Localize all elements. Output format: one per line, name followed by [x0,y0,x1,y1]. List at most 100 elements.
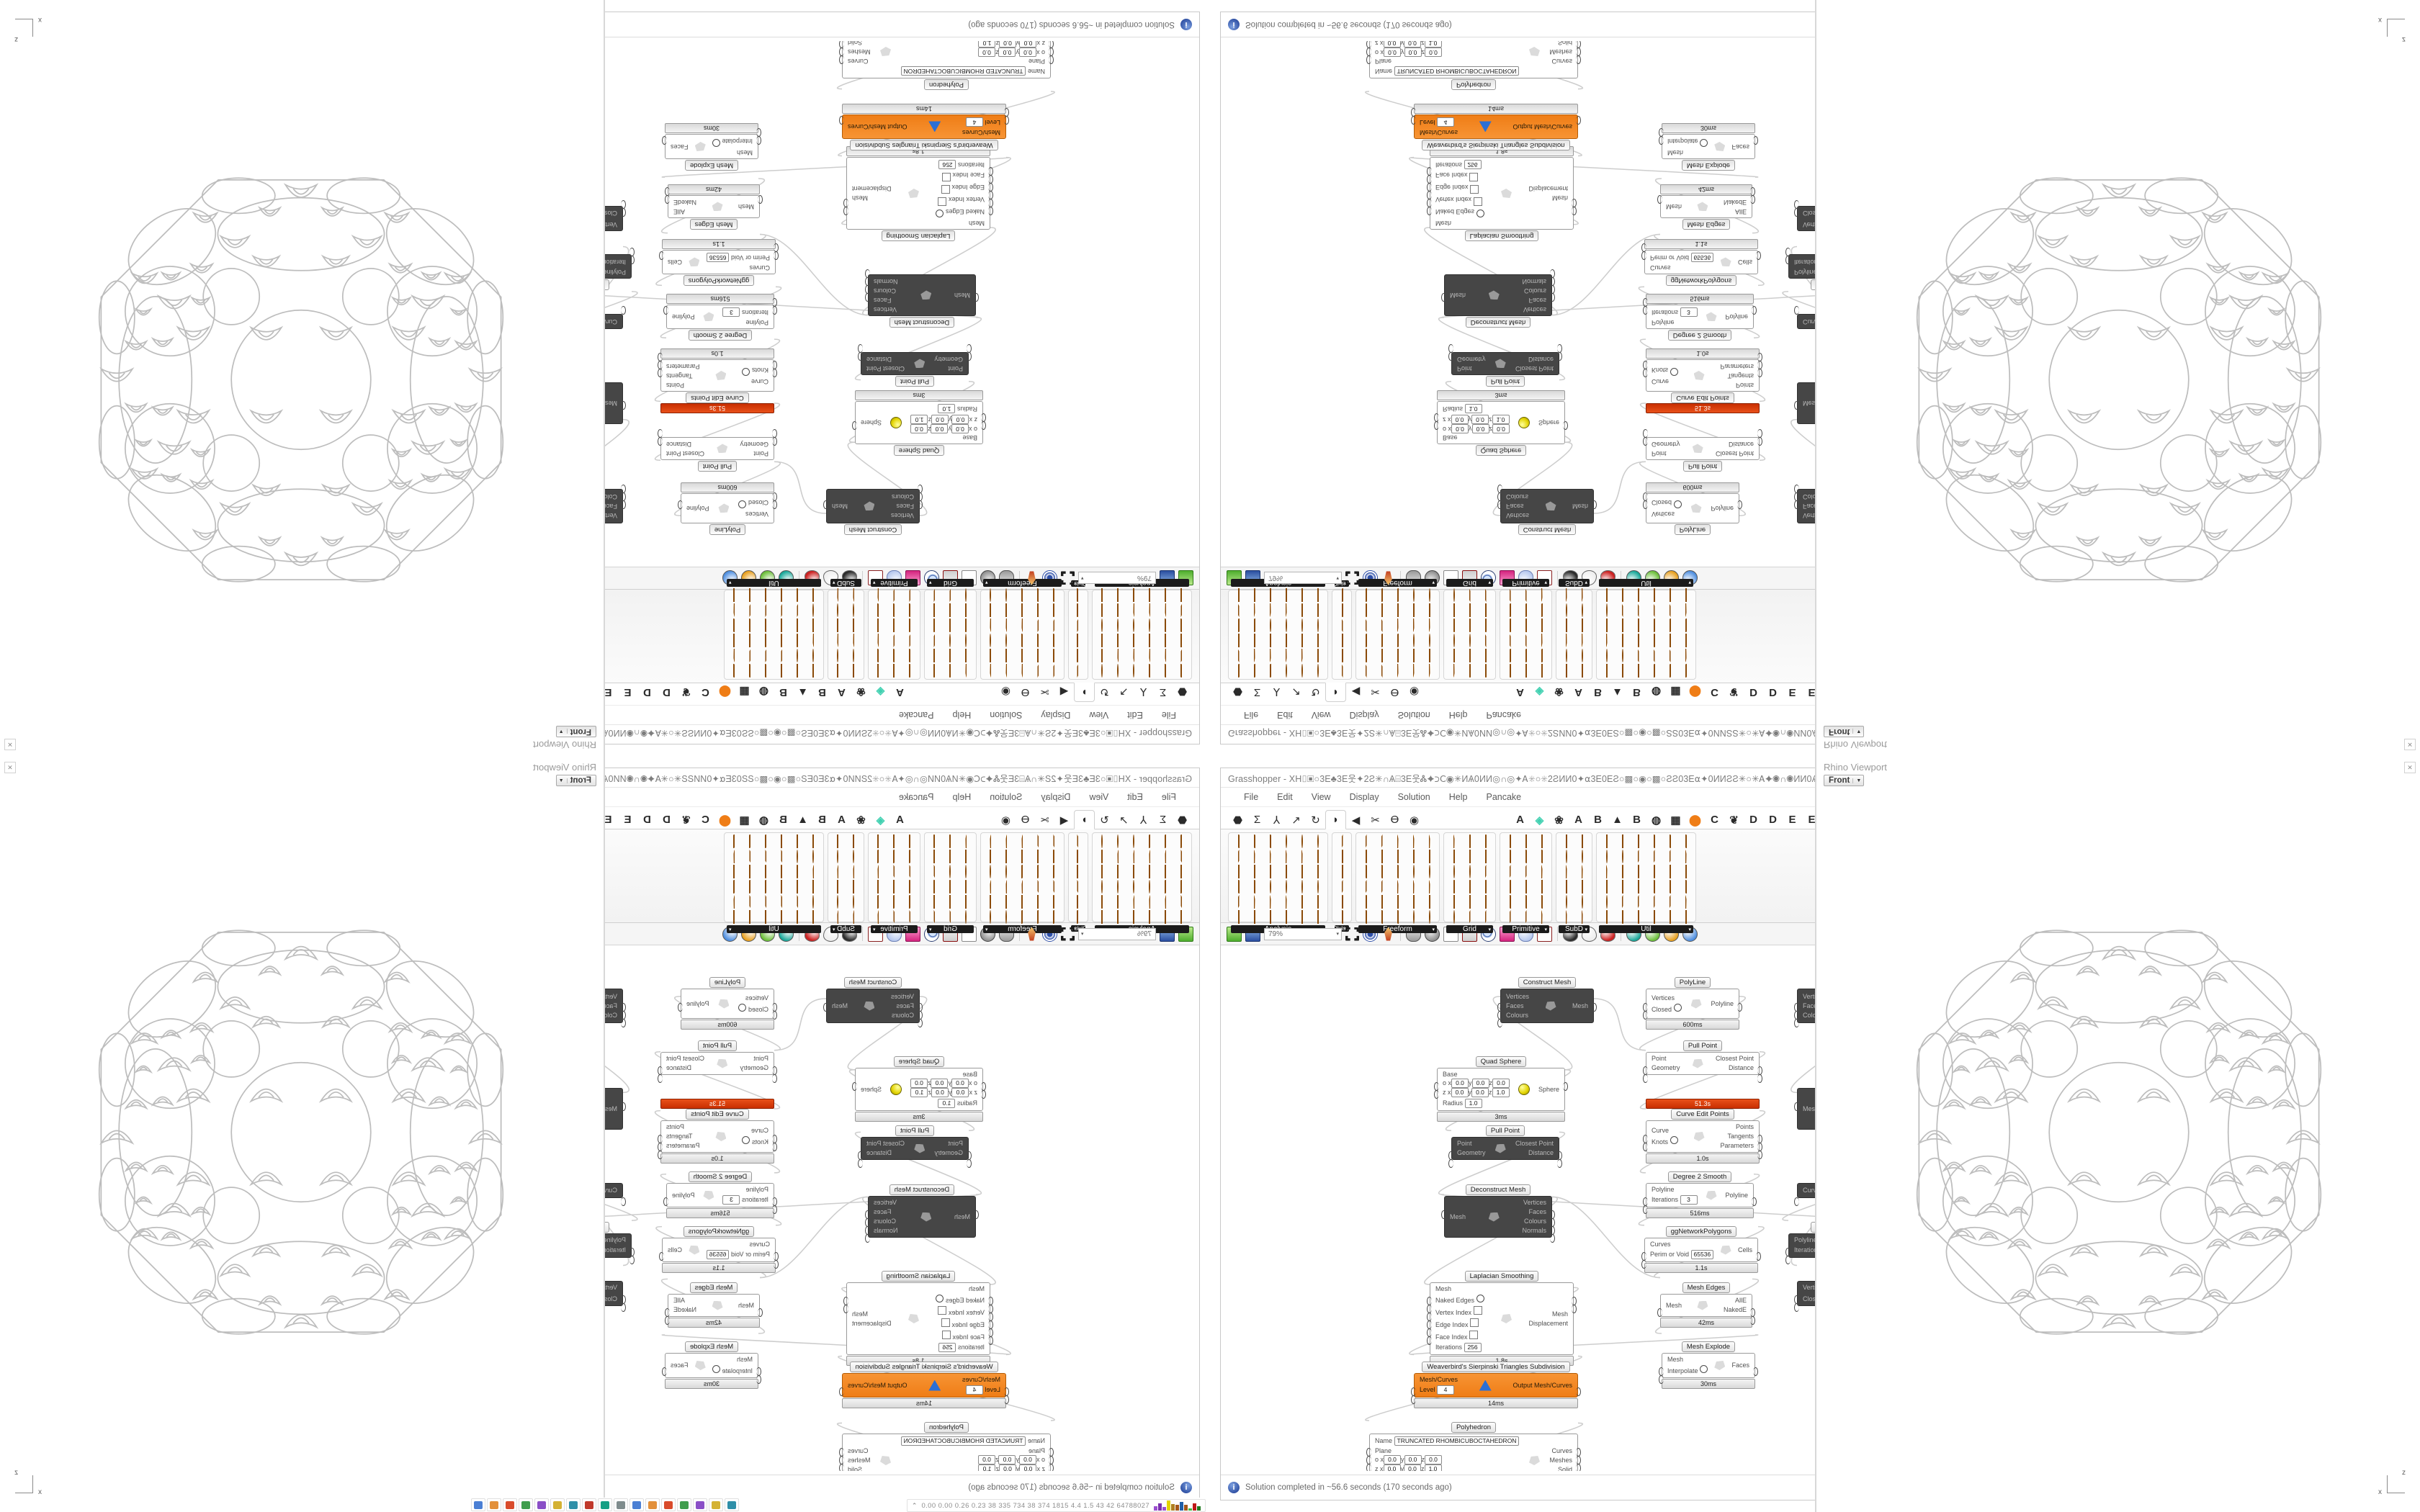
ribbon-cell[interactable] [1599,834,1614,849]
ribbon-cell[interactable] [1278,865,1294,879]
tab-addon-e2-icon[interactable]: E [605,811,618,829]
ribbon-cell[interactable] [902,633,918,647]
ribbon-icon[interactable] [1397,880,1399,894]
tab-curve-icon[interactable]: ↻ [1100,814,1109,827]
ribbon-cell[interactable] [1559,648,1574,662]
ribbon-cell[interactable] [1478,648,1493,662]
ribbon-cell[interactable] [927,910,942,924]
ribbon-icon[interactable] [1149,880,1151,894]
ribbon-icon[interactable] [837,895,839,909]
node-input-port[interactable] [1427,183,1432,192]
taskbar-gimp-icon[interactable] [566,1498,581,1511]
ribbon-cell[interactable] [1310,850,1325,864]
ribbon-panel-label[interactable]: Util ▾ [727,579,821,587]
ribbon-icon[interactable] [965,910,967,924]
ribbon-cell[interactable] [959,895,974,909]
ribbon-cell[interactable] [743,588,758,602]
node-input-port[interactable] [1497,492,1502,501]
ribbon-icon[interactable] [1669,834,1671,848]
ribbon-cell[interactable] [902,648,918,662]
ribbon-cell[interactable] [790,648,805,662]
ribbon-icon[interactable] [1285,634,1287,647]
tab-kangaroo-icon[interactable]: ◈ [1530,811,1549,829]
node-caption[interactable]: Degree 2 Smooth [688,330,753,341]
node-input-port[interactable] [1659,128,1664,137]
ribbon-panel-analysis[interactable]: Analysis▾ [1092,832,1192,933]
node-field-radius[interactable]: 1.0 [1464,1099,1482,1108]
ribbon-cell[interactable] [1599,618,1614,632]
node-input-port[interactable] [1448,344,1453,353]
ribbon-cell[interactable] [1631,850,1646,864]
ribbon-icon[interactable] [1637,664,1639,678]
node-output-port[interactable] [662,1367,667,1376]
ribbon-cell[interactable] [1446,910,1461,924]
ribbon-cell[interactable] [1390,633,1405,647]
ribbon-icon[interactable] [812,664,815,678]
node-input-port[interactable] [1794,1197,1799,1206]
ribbon-cell[interactable] [1015,603,1030,617]
ribbon-icon[interactable] [812,649,815,662]
ribbon-cell[interactable] [1231,633,1246,647]
node-field-perim[interactable]: 65536 [706,253,730,262]
chevron-down-icon[interactable]: ▾ [1544,580,1547,585]
node-input-port[interactable] [772,369,777,377]
node-input-port[interactable] [967,1159,972,1168]
node-caption[interactable]: Laplacian Smoothing [881,1271,956,1282]
ribbon-cell[interactable] [1518,880,1533,894]
node-body[interactable]: Mesh Naked Edges Vertex Index Edge Index … [1427,157,1577,230]
ribbon-icon[interactable] [1054,835,1055,848]
node-caption[interactable]: Polyhedron [923,1422,969,1433]
node-output-port[interactable] [1757,361,1762,369]
ribbon-cell[interactable] [927,663,942,678]
ribbon-icon[interactable] [1412,895,1415,909]
ribbon-icon[interactable] [1453,618,1455,632]
ribbon-icon[interactable] [1541,850,1543,863]
ribbon-cell[interactable] [1158,618,1173,632]
ribbon-cell[interactable] [774,910,789,924]
ribbon-icon[interactable] [1397,910,1399,924]
node-input-port[interactable] [1049,41,1054,48]
node-output-pin[interactable]: Tangents [1727,1133,1754,1140]
node-field-o-y[interactable]: 0.0 [1471,424,1489,433]
ribbon-icon[interactable] [1133,880,1135,894]
node-output-port[interactable] [1757,369,1762,377]
ribbon-cell[interactable] [1631,618,1646,632]
ribbon-icon[interactable] [1005,588,1008,602]
ribbon-cell[interactable] [1574,648,1590,662]
ribbon-icon[interactable] [1685,834,1687,848]
node-caption[interactable]: PolyLine [1674,977,1711,988]
tab-grid-icon[interactable]: ▦ [735,683,754,701]
node-output-port[interactable] [1750,195,1755,204]
ribbon-icon[interactable] [1412,603,1415,617]
ribbon-cell[interactable] [1559,850,1574,864]
node-body[interactable]: Mesh AllE NakedE [1657,187,1755,218]
ribbon-icon[interactable] [1428,634,1430,647]
chevron-down-icon[interactable]: ▾ [1336,932,1339,937]
node-output-port[interactable] [665,1316,670,1325]
node-output-pin[interactable]: Solid [1557,41,1572,46]
node-input-pin[interactable]: Mesh [1666,1301,1682,1309]
ribbon-cell[interactable] [1031,618,1046,632]
node-output-port[interactable] [658,1074,663,1083]
ribbon-icon[interactable] [1165,880,1167,894]
ribbon-cell[interactable] [1446,880,1461,894]
ribbon-panel-freeform[interactable]: Freeform ▾ [1355,832,1440,933]
ribbon-icon[interactable] [1413,664,1415,677]
ribbon-cell[interactable] [1406,895,1421,909]
ribbon-cell[interactable] [1631,588,1646,602]
ribbon-icon[interactable] [749,664,751,678]
ribbon-icon[interactable] [1525,649,1527,662]
node-input-port[interactable] [1004,108,1009,117]
ribbon-icon[interactable] [1484,865,1487,878]
ribbon-cell[interactable] [1462,910,1477,924]
ribbon-icon[interactable] [1484,618,1487,632]
